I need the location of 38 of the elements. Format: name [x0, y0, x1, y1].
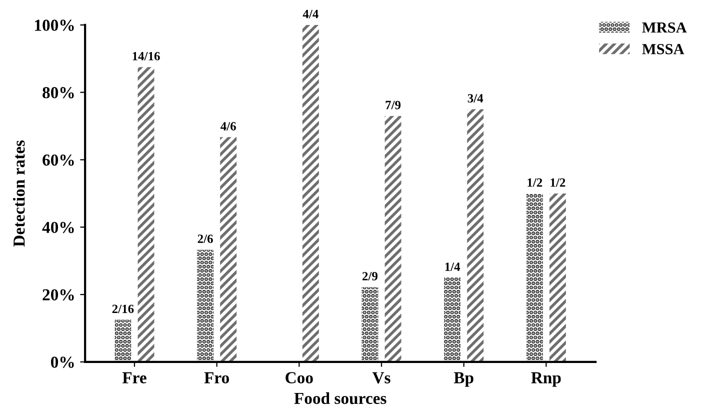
annotation: 3/4 [468, 94, 484, 102]
annotation: 1/2 [528, 178, 542, 187]
y-tick-label: 20% [42, 289, 74, 301]
legend-label: MSSA [642, 44, 684, 54]
bar [362, 287, 378, 362]
x-tick-label: Bp [454, 372, 474, 387]
annotation: 4/6 [220, 122, 236, 130]
y-tick-label: 0% [50, 356, 74, 368]
x-axis-title: Food sources [294, 392, 386, 404]
y-axis-title: Detection rates [13, 140, 25, 247]
x-tick-label: Rnp [531, 372, 561, 387]
x-tick-label: Fre [122, 372, 146, 384]
y-tick-label: 60% [42, 154, 74, 166]
bar [384, 116, 402, 362]
bar [197, 250, 214, 362]
annotation: 14/16 [132, 52, 160, 60]
annotation: 2/6 [198, 234, 213, 244]
bar [114, 320, 132, 362]
bar [220, 137, 237, 362]
y-tick-label: 40% [42, 222, 74, 234]
x-tick-label: Vs [372, 372, 390, 384]
y-tick-label: 100% [35, 20, 74, 31]
y-tick-label: 80% [42, 87, 74, 98]
bar [526, 193, 543, 362]
bar [138, 67, 154, 362]
annotation: 2/16 [112, 304, 134, 314]
bar [549, 193, 566, 362]
bar [302, 24, 319, 362]
annotation: 1/2 [550, 178, 566, 187]
bar [444, 278, 461, 362]
annotation: 1/4 [445, 262, 460, 271]
bar [467, 109, 484, 362]
x-tick-label: Coo [286, 372, 313, 384]
annotation: 2/9 [362, 272, 378, 280]
annotation: 7/9 [386, 100, 401, 110]
annotation: 4/4 [302, 10, 318, 18]
legend-label: MRSA [642, 22, 687, 33]
x-tick-label: Fro [204, 372, 229, 384]
